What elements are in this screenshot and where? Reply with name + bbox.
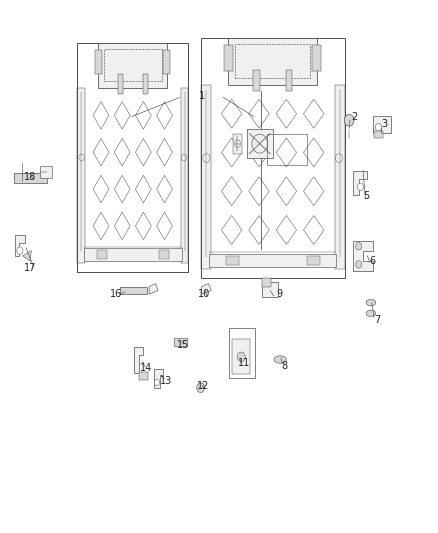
Bar <box>286 70 292 91</box>
Text: 18: 18 <box>24 172 36 182</box>
Bar <box>235 44 310 78</box>
Bar <box>97 251 106 259</box>
Text: 14: 14 <box>140 362 152 373</box>
Text: 8: 8 <box>282 361 288 372</box>
Bar <box>163 50 170 75</box>
Bar <box>95 50 102 75</box>
Polygon shape <box>14 235 25 256</box>
Circle shape <box>375 124 381 131</box>
Circle shape <box>344 115 354 126</box>
Bar <box>104 49 162 81</box>
Polygon shape <box>22 251 31 261</box>
Text: 16: 16 <box>110 289 122 299</box>
Text: 7: 7 <box>374 314 380 325</box>
Bar <box>118 74 123 94</box>
Bar <box>247 129 273 158</box>
Bar <box>232 340 251 374</box>
Text: 12: 12 <box>197 381 209 391</box>
Bar <box>307 255 320 265</box>
Circle shape <box>197 383 205 392</box>
Text: 9: 9 <box>276 289 283 299</box>
Bar <box>224 45 233 71</box>
Bar <box>262 278 271 287</box>
Text: 6: 6 <box>370 256 376 266</box>
Bar <box>143 74 148 94</box>
Polygon shape <box>353 171 367 195</box>
Bar <box>233 134 242 154</box>
Text: 3: 3 <box>381 119 387 129</box>
Bar <box>312 45 321 71</box>
Circle shape <box>357 183 364 190</box>
Bar <box>84 248 182 261</box>
Ellipse shape <box>366 310 376 317</box>
Bar <box>229 328 255 378</box>
Bar <box>201 85 211 269</box>
Bar <box>335 85 345 269</box>
Circle shape <box>17 247 23 254</box>
Bar <box>14 173 46 183</box>
Bar <box>201 38 345 278</box>
Polygon shape <box>154 368 163 387</box>
Circle shape <box>356 243 362 250</box>
Text: 2: 2 <box>351 111 357 122</box>
Bar <box>120 287 147 294</box>
Bar <box>267 134 307 165</box>
Bar <box>174 338 187 346</box>
Bar <box>253 70 260 91</box>
Bar <box>77 88 85 263</box>
Bar <box>373 116 391 133</box>
Ellipse shape <box>274 356 286 364</box>
Bar <box>374 132 383 138</box>
Bar <box>226 255 239 265</box>
Circle shape <box>154 379 159 385</box>
Bar <box>159 251 169 259</box>
Bar <box>180 88 188 263</box>
Bar <box>40 166 52 177</box>
Text: 10: 10 <box>198 289 210 299</box>
Bar <box>262 282 279 297</box>
Text: 5: 5 <box>364 191 370 201</box>
Polygon shape <box>201 284 211 294</box>
Bar <box>77 43 188 272</box>
Polygon shape <box>149 284 158 294</box>
Bar <box>228 38 318 85</box>
Circle shape <box>356 261 362 268</box>
Bar <box>139 372 148 380</box>
Text: 17: 17 <box>24 263 36 272</box>
Ellipse shape <box>366 300 376 306</box>
Text: 13: 13 <box>159 376 172 386</box>
Bar <box>209 254 336 267</box>
Text: 1: 1 <box>199 91 205 101</box>
Text: 11: 11 <box>238 358 251 368</box>
Circle shape <box>237 352 245 362</box>
Bar <box>98 43 167 88</box>
Polygon shape <box>134 348 143 373</box>
Polygon shape <box>353 241 373 271</box>
Text: 15: 15 <box>177 340 189 350</box>
